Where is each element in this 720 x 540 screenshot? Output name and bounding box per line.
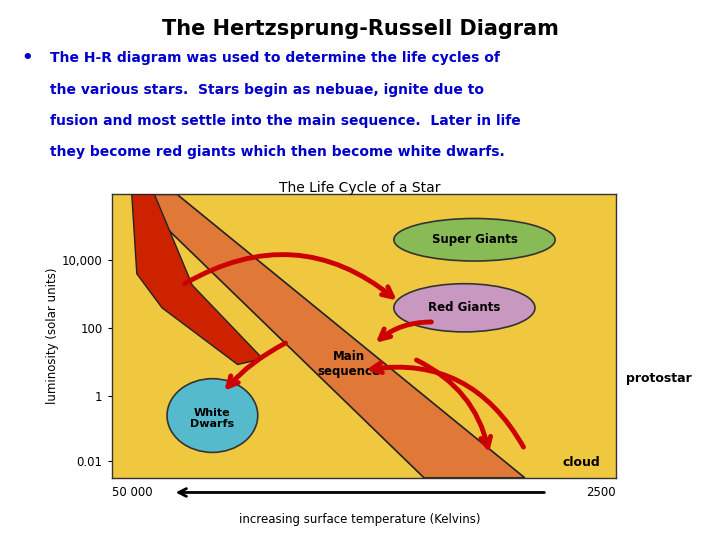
Polygon shape [132, 194, 525, 478]
Ellipse shape [394, 219, 555, 261]
Text: cloud: cloud [563, 456, 600, 469]
Polygon shape [132, 194, 263, 364]
Text: protostar: protostar [626, 372, 691, 385]
Text: 2500: 2500 [586, 486, 616, 499]
Y-axis label: luminosity (solar units): luminosity (solar units) [46, 268, 59, 404]
Text: fusion and most settle into the main sequence.  Later in life: fusion and most settle into the main seq… [50, 114, 521, 128]
Ellipse shape [167, 379, 258, 453]
Text: •: • [22, 49, 33, 66]
Text: they become red giants which then become white dwarfs.: they become red giants which then become… [50, 145, 505, 159]
Text: Super Giants: Super Giants [431, 233, 518, 246]
Text: The H-R diagram was used to determine the life cycles of: The H-R diagram was used to determine th… [50, 51, 500, 65]
Text: Red Giants: Red Giants [428, 301, 500, 314]
Text: the various stars.  Stars begin as nebuae, ignite due to: the various stars. Stars begin as nebuae… [50, 83, 485, 97]
Text: Main
sequence: Main sequence [317, 350, 380, 379]
Text: The Hertzsprung-Russell Diagram: The Hertzsprung-Russell Diagram [161, 19, 559, 39]
Ellipse shape [394, 284, 535, 332]
Text: The Life Cycle of a Star: The Life Cycle of a Star [279, 181, 441, 195]
Text: White
Dwarfs: White Dwarfs [190, 408, 235, 429]
Text: increasing surface temperature (Kelvins): increasing surface temperature (Kelvins) [239, 514, 481, 526]
Text: 50 000: 50 000 [112, 486, 152, 499]
